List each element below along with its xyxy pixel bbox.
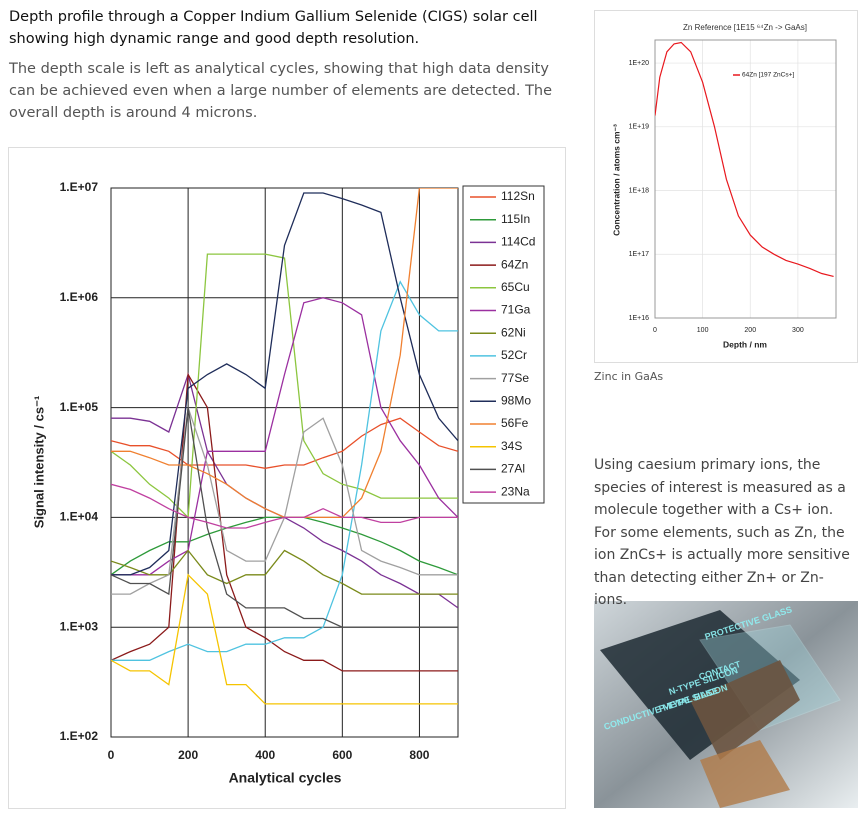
y-tick-label: 1.E+07 xyxy=(60,180,99,194)
legend-label: 62Ni xyxy=(501,325,526,339)
y-tick-label: 1.E+03 xyxy=(60,619,99,633)
legend-label: 98Mo xyxy=(501,393,531,407)
y-tick-label: 1E+16 xyxy=(629,315,650,322)
paragraph: Using caesium primary ions, the species … xyxy=(594,457,846,518)
x-tick-label: 0 xyxy=(108,748,115,762)
legend-label: 56Fe xyxy=(501,416,529,430)
legend-label: 27Al xyxy=(501,462,525,476)
x-tick-label: 800 xyxy=(409,748,429,762)
base-layer xyxy=(690,660,800,760)
illustration xyxy=(594,601,858,808)
legend-label: 34S xyxy=(501,439,522,453)
heading: Depth profile through a Copper Indium Ga… xyxy=(9,9,538,47)
legend-label: 65Cu xyxy=(501,280,530,294)
legend-label: 52Cr xyxy=(501,348,527,362)
y-tick-label: 1.E+05 xyxy=(60,400,99,414)
x-axis-label: Depth / nm xyxy=(723,339,767,349)
y-tick-label: 1.E+04 xyxy=(60,510,99,524)
y-tick-label: 1.E+02 xyxy=(60,729,99,743)
side-text: Using caesium primary ions, the species … xyxy=(594,454,856,612)
series-line xyxy=(111,297,458,576)
legend-label: 64Zn [197 ZnCs+] xyxy=(742,72,794,79)
y-tick-label: 1.E+06 xyxy=(60,290,99,304)
plot-frame xyxy=(654,39,837,319)
y-axis-label: Concentration / atoms cm⁻³ xyxy=(611,124,621,236)
legend-label: 77Se xyxy=(501,371,529,385)
x-tick-label: 300 xyxy=(792,327,804,334)
series-line xyxy=(111,417,458,469)
legend-label: 71Ga xyxy=(501,303,531,317)
legend-label: 114Cd xyxy=(501,235,535,249)
legend-label: 112Sn xyxy=(501,189,535,203)
y-tick-label: 1E+17 xyxy=(629,251,650,258)
paragraph: The depth scale is left as analytical cy… xyxy=(9,61,553,121)
legend-label: 115In xyxy=(501,212,530,226)
x-axis-label: Analytical cycles xyxy=(229,770,342,786)
chart-frame xyxy=(594,10,858,363)
series-line xyxy=(111,280,458,661)
panel xyxy=(600,610,800,760)
x-tick-label: 0 xyxy=(653,327,657,334)
x-tick-label: 400 xyxy=(255,748,275,762)
chart-title: Zn Reference [1E15 ⁶⁴Zn -> GaAs] xyxy=(683,23,807,32)
x-tick-label: 600 xyxy=(332,748,352,762)
caption: Zinc in GaAs xyxy=(594,370,664,383)
y-tick-label: 1E+20 xyxy=(629,60,650,67)
series-line xyxy=(111,372,458,672)
series-line xyxy=(111,253,458,519)
legend-label: 64Zn xyxy=(501,257,528,271)
series-line xyxy=(111,407,458,628)
series-line xyxy=(111,483,458,529)
series-line xyxy=(111,192,458,576)
legend-label: 23Na xyxy=(501,484,530,498)
y-axis-label: Signal intensity / cs⁻¹ xyxy=(31,396,46,529)
series-line xyxy=(111,573,458,705)
plot-frame xyxy=(110,187,459,738)
legend-box xyxy=(462,185,545,504)
series-line xyxy=(655,41,834,277)
copper-layer xyxy=(700,740,790,808)
y-tick-label: 1E+19 xyxy=(629,124,650,131)
x-tick-label: 200 xyxy=(744,327,756,334)
x-tick-label: 200 xyxy=(178,748,198,762)
paragraph: For some elements, such as Zn, the ion Z… xyxy=(594,524,850,609)
x-tick-label: 100 xyxy=(697,327,709,334)
y-tick-label: 1E+18 xyxy=(629,187,650,194)
